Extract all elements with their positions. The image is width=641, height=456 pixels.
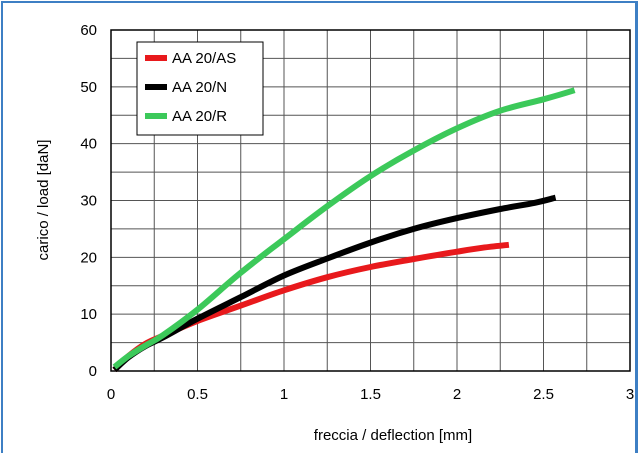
legend: AA 20/AS AA 20/N AA 20/R bbox=[136, 41, 264, 136]
y-tick-label: 30 bbox=[80, 193, 97, 210]
x-tick-label: 0.5 bbox=[187, 386, 208, 403]
y-tick-label: 40 bbox=[80, 136, 97, 153]
x-tick-label: 1 bbox=[280, 386, 288, 403]
x-tick-labels: 0 0.5 1 1.5 2 2.5 3 bbox=[107, 386, 634, 403]
legend-label: AA 20/AS bbox=[172, 50, 236, 67]
y-tick-label: 20 bbox=[80, 249, 97, 266]
y-tick-labels: 0 10 20 30 40 50 60 bbox=[80, 22, 97, 380]
plot-border bbox=[110, 29, 631, 372]
series-line-aa-20-r bbox=[112, 87, 576, 370]
x-tick-label: 2 bbox=[453, 386, 461, 403]
y-tick-label: 10 bbox=[80, 306, 97, 323]
y-tick-label: 60 bbox=[80, 22, 97, 39]
legend-label: AA 20/N bbox=[172, 79, 227, 96]
series-layer bbox=[112, 87, 576, 373]
legend-label: AA 20/R bbox=[172, 108, 227, 125]
y-tick-label: 0 bbox=[89, 363, 97, 380]
x-tick-label: 0 bbox=[107, 386, 115, 403]
plot-area bbox=[110, 29, 631, 372]
series-line-aa-20-n bbox=[112, 194, 557, 373]
x-tick-label: 3 bbox=[626, 386, 634, 403]
y-axis-label: carico / load [daN] bbox=[35, 140, 52, 261]
x-tick-label: 1.5 bbox=[360, 386, 381, 403]
x-axis-label: freccia / deflection [mm] bbox=[314, 427, 472, 444]
y-tick-label: 50 bbox=[80, 79, 97, 96]
x-tick-label: 2.5 bbox=[533, 386, 554, 403]
